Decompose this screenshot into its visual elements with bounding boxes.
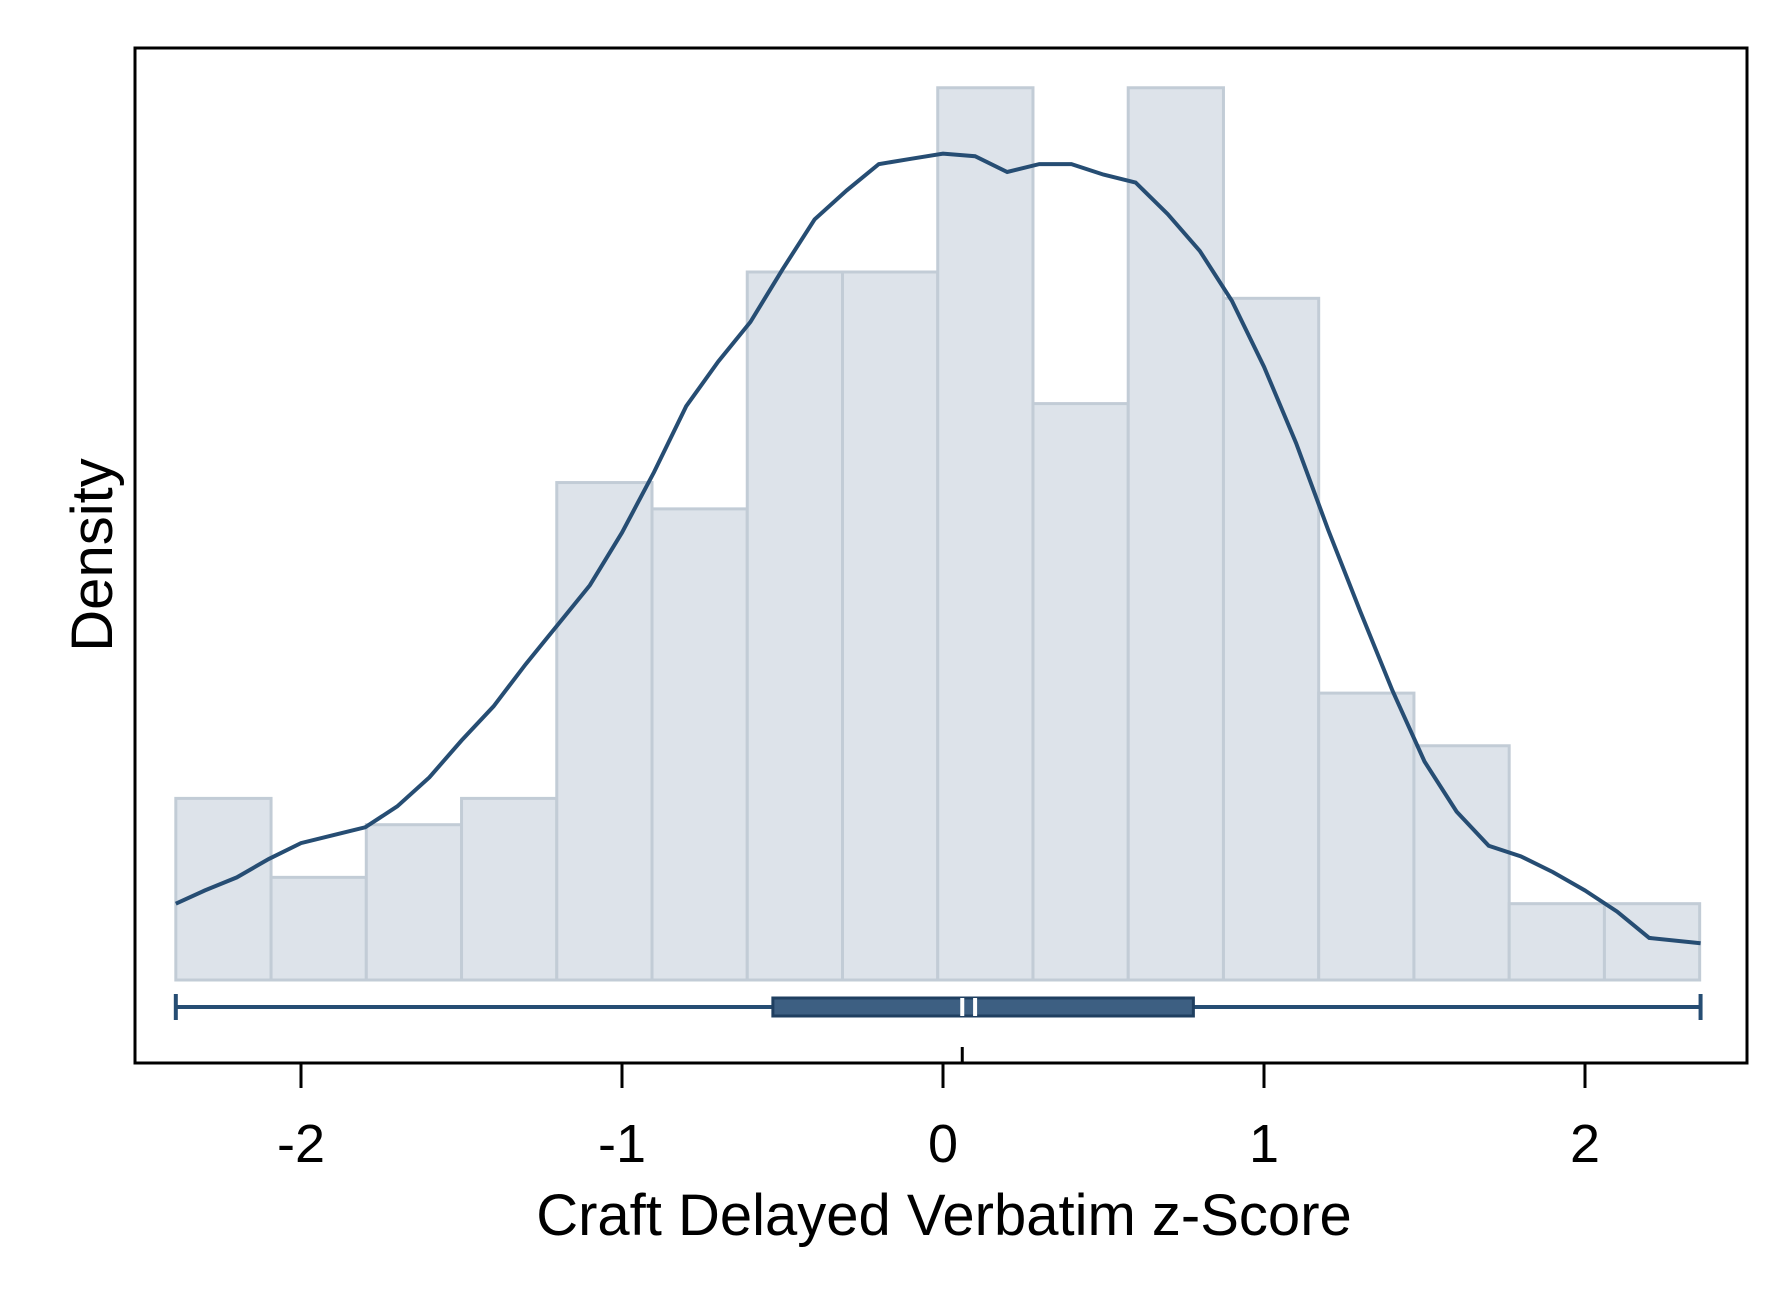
kde-curve	[174, 151, 1701, 946]
histogram-bar	[1031, 402, 1130, 982]
histogram-bar	[1412, 744, 1511, 982]
x-axis: -2 -1 0 1 2	[277, 1063, 1600, 1174]
boxplot	[173, 994, 1703, 1062]
histogram-bar	[174, 796, 273, 982]
boxplot-box	[771, 996, 1195, 1018]
histogram-bar	[460, 796, 559, 982]
histogram-bar	[269, 875, 368, 982]
histogram-bar	[1126, 86, 1225, 982]
x-axis-label: Craft Delayed Verbatim z-Score	[536, 1183, 1352, 1248]
x-tick-label: 2	[1570, 1114, 1600, 1174]
histogram-bar	[840, 270, 940, 982]
x-tick-label: -1	[598, 1114, 646, 1174]
x-tick-label: -2	[277, 1114, 325, 1174]
histogram-bar	[555, 481, 654, 982]
histogram-bar	[936, 86, 1035, 982]
histogram-bar	[1317, 691, 1416, 982]
plot-frame	[133, 46, 1749, 1065]
histogram-bar	[650, 507, 749, 982]
histogram-bar	[364, 823, 464, 982]
x-tick-label: 0	[928, 1114, 958, 1174]
y-axis-label: Density	[60, 458, 125, 651]
histogram-bar	[745, 270, 844, 982]
x-tick-label: 1	[1249, 1114, 1279, 1174]
histogram-bar	[1507, 902, 1606, 982]
histogram-bar	[1221, 296, 1321, 982]
histogram-bars	[174, 86, 1702, 982]
